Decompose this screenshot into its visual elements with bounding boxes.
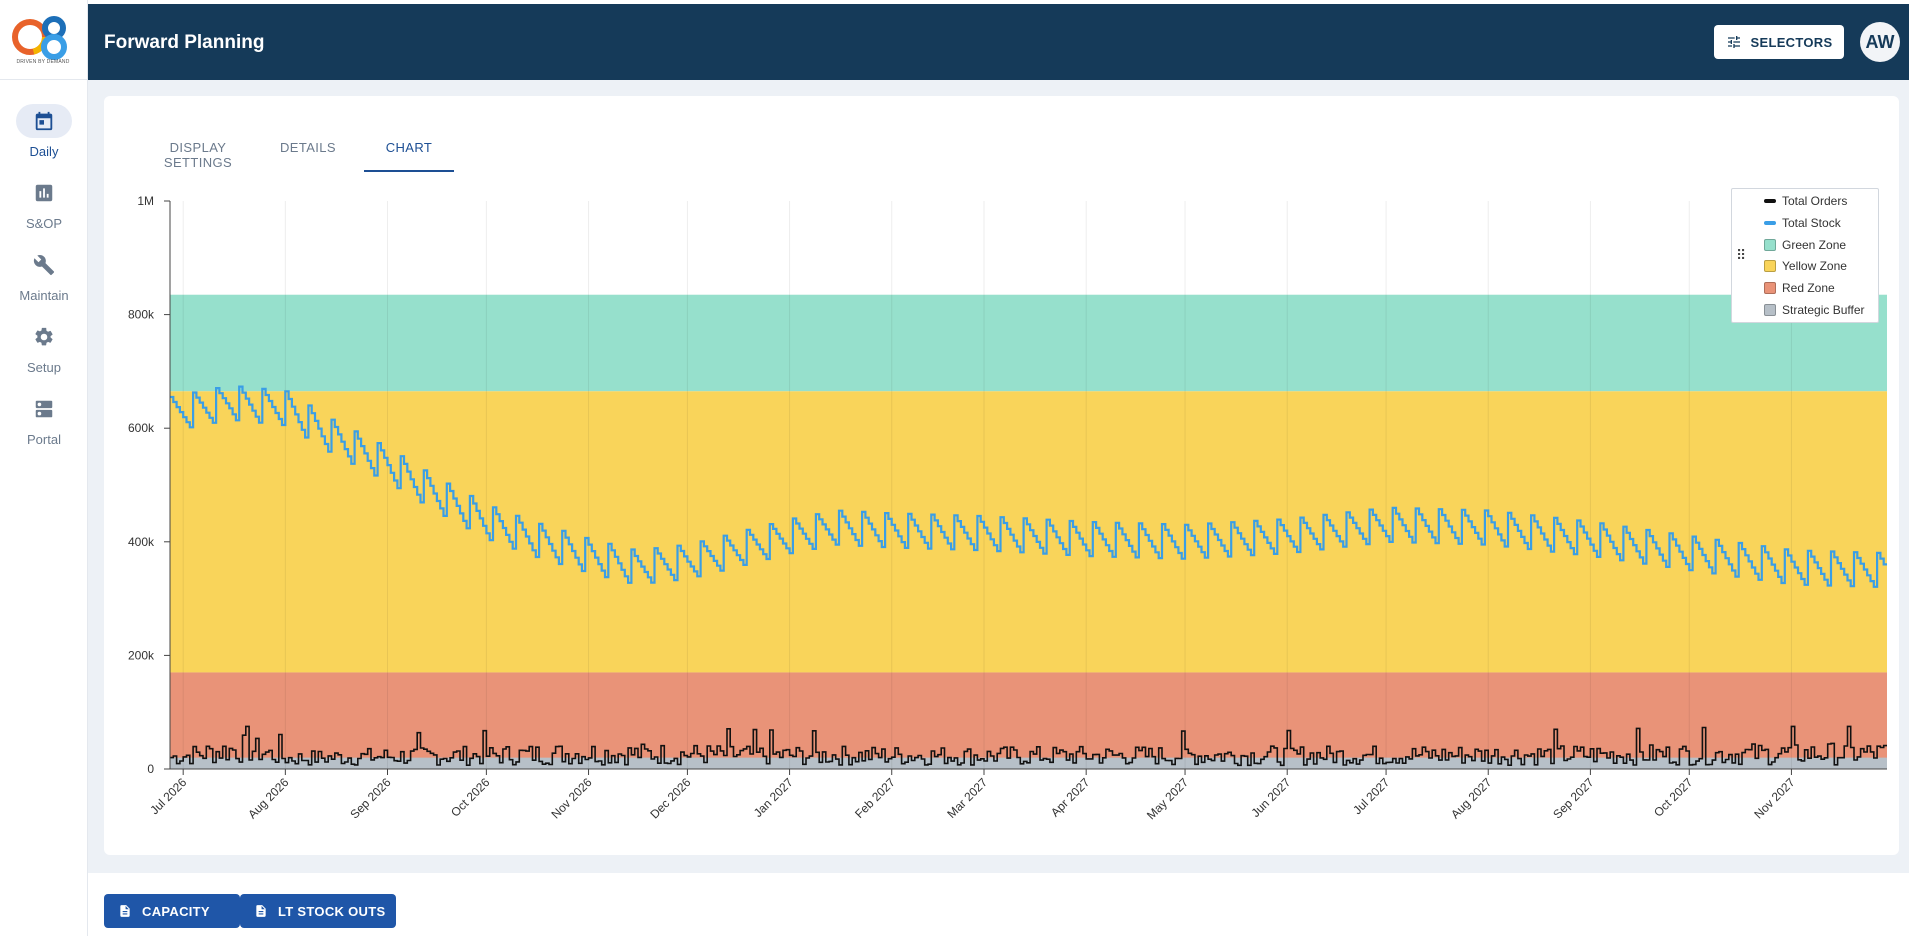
strategic-buffer-swatch	[1764, 304, 1776, 316]
document-icon	[256, 905, 266, 917]
x-tick-label: May 2027	[1144, 775, 1191, 822]
y-tick-label: 400k	[128, 535, 155, 549]
x-tick-label: Dec 2026	[647, 775, 693, 821]
green-zone-swatch	[1764, 239, 1776, 251]
red-zone-swatch	[1764, 282, 1776, 294]
tab-display-settings[interactable]: DISPLAY SETTINGS	[163, 140, 233, 170]
y-tick-label: 1M	[137, 194, 154, 208]
sidebar-item-portal[interactable]: Portal	[0, 392, 88, 454]
legend-item-yellow-zone[interactable]: Yellow Zone	[1764, 257, 1847, 275]
y-tick-label: 600k	[128, 421, 155, 435]
x-tick-label: Aug 2027	[1448, 775, 1494, 821]
user-avatar[interactable]: AW	[1860, 22, 1900, 62]
legend-item-red-zone[interactable]: Red Zone	[1764, 279, 1835, 297]
bar-chart-icon	[35, 184, 53, 202]
sidebar: DRIVEN BY DEMAND Daily S&OP Maintain	[0, 0, 88, 936]
x-tick-label: Oct 2027	[1651, 775, 1696, 820]
x-tick-label: Sep 2026	[347, 775, 393, 821]
yellow-zone-swatch	[1764, 260, 1776, 272]
gear-icon	[35, 327, 53, 346]
calendar-icon	[35, 111, 53, 131]
total-stock-swatch	[1764, 221, 1776, 225]
sidebar-item-label: Setup	[27, 360, 61, 375]
drag-handle-icon[interactable]: ⠿	[1736, 247, 1747, 263]
total-orders-line	[170, 725, 1887, 767]
total-orders-swatch	[1764, 199, 1776, 203]
sidebar-item-label: Maintain	[19, 288, 69, 303]
sidebar-item-sop[interactable]: S&OP	[0, 176, 88, 238]
document-icon	[120, 905, 130, 917]
chart-legend[interactable]: ⠿ Total Orders Total Stock Green Zone Ye…	[1731, 188, 1879, 323]
sidebar-item-daily[interactable]: Daily	[0, 104, 88, 166]
logo-caption: DRIVEN BY DEMAND	[16, 59, 70, 65]
app-header: Forward Planning SELECTORS AW	[88, 4, 1909, 80]
selectors-button[interactable]: SELECTORS	[1714, 25, 1844, 59]
y-tick-label: 800k	[128, 308, 155, 322]
sidebar-item-setup[interactable]: Setup	[0, 320, 88, 382]
x-tick-label: Nov 2026	[548, 775, 594, 821]
page-title: Forward Planning	[104, 32, 265, 53]
selectors-label: SELECTORS	[1750, 34, 1833, 50]
sidebar-item-label: S&OP	[25, 216, 63, 231]
tab-details[interactable]: DETAILS	[279, 140, 337, 155]
o8-logo-icon	[12, 16, 67, 60]
x-tick-label: Feb 2027	[852, 775, 898, 821]
x-tick-label: Jan 2027	[751, 775, 796, 820]
capacity-button[interactable]: CAPACITY	[104, 894, 240, 928]
x-tick-label: Apr 2027	[1048, 775, 1093, 820]
legend-item-green-zone[interactable]: Green Zone	[1764, 236, 1846, 254]
total-stock-line	[170, 385, 1887, 588]
server-icon	[35, 400, 53, 418]
x-tick-label: Sep 2027	[1550, 775, 1596, 821]
lt-stock-outs-button[interactable]: LT STOCK OUTS	[240, 894, 396, 928]
wrench-icon	[33, 255, 55, 276]
x-tick-label: Jul 2027	[1350, 775, 1392, 817]
x-tick-label: Oct 2026	[448, 775, 493, 820]
x-tick-label: Jul 2026	[147, 775, 189, 817]
tune-icon	[1727, 36, 1740, 48]
x-tick-label: Nov 2027	[1751, 775, 1797, 821]
tab-chart[interactable]: CHART	[364, 128, 454, 172]
brand-logo[interactable]: DRIVEN BY DEMAND	[0, 0, 88, 80]
legend-item-total-orders[interactable]: Total Orders	[1764, 192, 1847, 210]
green-zone-band	[170, 294, 1887, 392]
x-tick-label: Aug 2026	[245, 775, 291, 821]
sidebar-item-label: Portal	[27, 432, 61, 447]
x-tick-label: Mar 2027	[944, 775, 990, 821]
legend-item-strategic-buffer[interactable]: Strategic Buffer	[1764, 301, 1865, 319]
y-tick-label: 200k	[128, 648, 155, 662]
legend-item-total-stock[interactable]: Total Stock	[1764, 214, 1841, 232]
sidebar-item-maintain[interactable]: Maintain	[0, 248, 88, 310]
sidebar-item-label: Daily	[29, 144, 59, 159]
y-tick-label: 0	[147, 762, 154, 776]
x-tick-label: Jun 2027	[1249, 775, 1294, 820]
